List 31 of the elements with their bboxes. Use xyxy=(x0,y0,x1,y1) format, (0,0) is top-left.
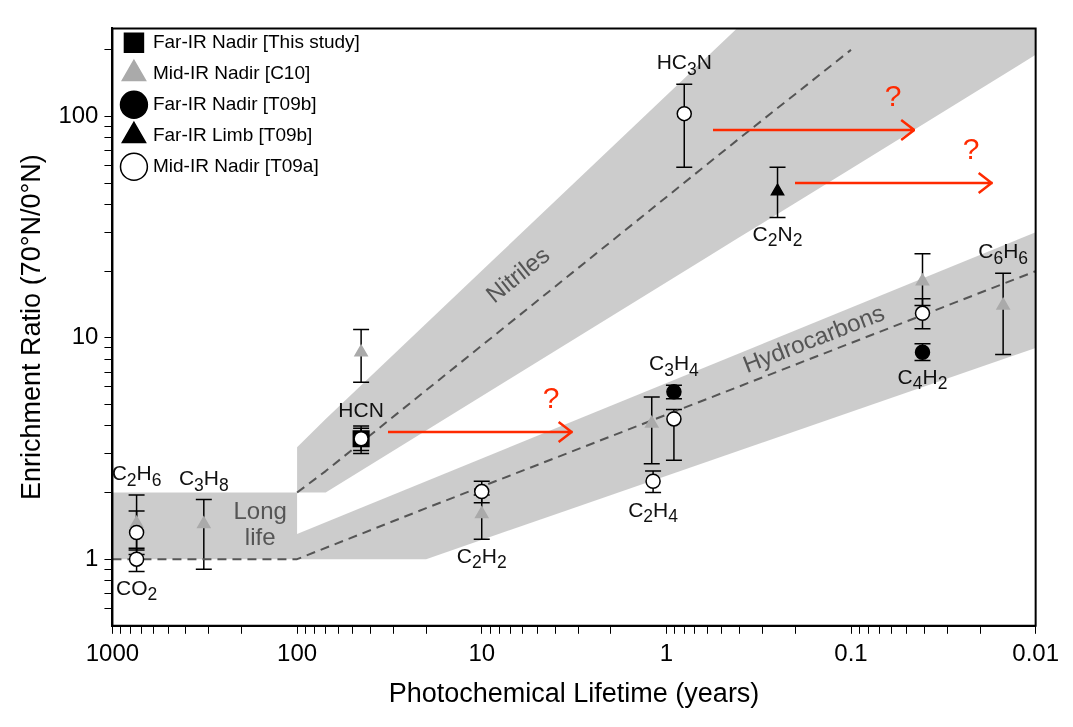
annotation: ? xyxy=(542,380,560,414)
x-tick-label: 10 xyxy=(468,638,496,666)
legend-label: Far-IR Limb [T09b] xyxy=(152,123,313,145)
legend-label: Mid-IR Nadir [T09a] xyxy=(152,154,319,176)
annotation: CO$_{2}$ xyxy=(115,576,158,605)
annotation: C$_{3}$H$_{8}$ xyxy=(178,465,229,494)
legend-label: Long life xyxy=(233,497,287,551)
annotation: C$_{2}$H$_{2}$ xyxy=(456,544,507,573)
x-tick-label: 1000 xyxy=(85,638,140,666)
x-tick-label: 0.01 xyxy=(1012,638,1059,666)
annotation: C$_{6}$H$_{6}$ xyxy=(978,239,1029,268)
legend-label: Mid-IR Nadir [C10] xyxy=(152,61,311,83)
annotation: ? xyxy=(962,132,980,166)
y-tick-label: 1 xyxy=(85,543,99,571)
legend-label: Far-IR Nadir [This study] xyxy=(152,30,360,52)
y-tick-label: 10 xyxy=(71,322,99,350)
y-tick-label: 100 xyxy=(58,101,99,129)
x-tick-label: 100 xyxy=(277,638,318,666)
annotation: HC$_{3}$N xyxy=(656,50,712,79)
annotation: C$_{2}$H$_{6}$ xyxy=(111,461,162,490)
annotation: C$_{2}$H$_{4}$ xyxy=(628,497,678,526)
annotation: C$_{2}$N$_{2}$ xyxy=(752,222,803,251)
annotation: HCN xyxy=(338,397,384,421)
annotation: C$_{4}$H$_{2}$ xyxy=(897,365,948,394)
x-tick-label: 0.1 xyxy=(834,638,868,666)
y-axis-title: Enrichment Ratio (70°N/0°N) xyxy=(15,154,46,500)
annotation: ? xyxy=(884,78,902,112)
annotation: C$_{3}$H$_{4}$ xyxy=(649,351,699,380)
legend-label: Far-IR Nadir [T09b] xyxy=(152,92,317,114)
x-tick-label: 1 xyxy=(659,638,674,666)
x-axis-title: Photochemical Lifetime (years) xyxy=(388,678,760,709)
